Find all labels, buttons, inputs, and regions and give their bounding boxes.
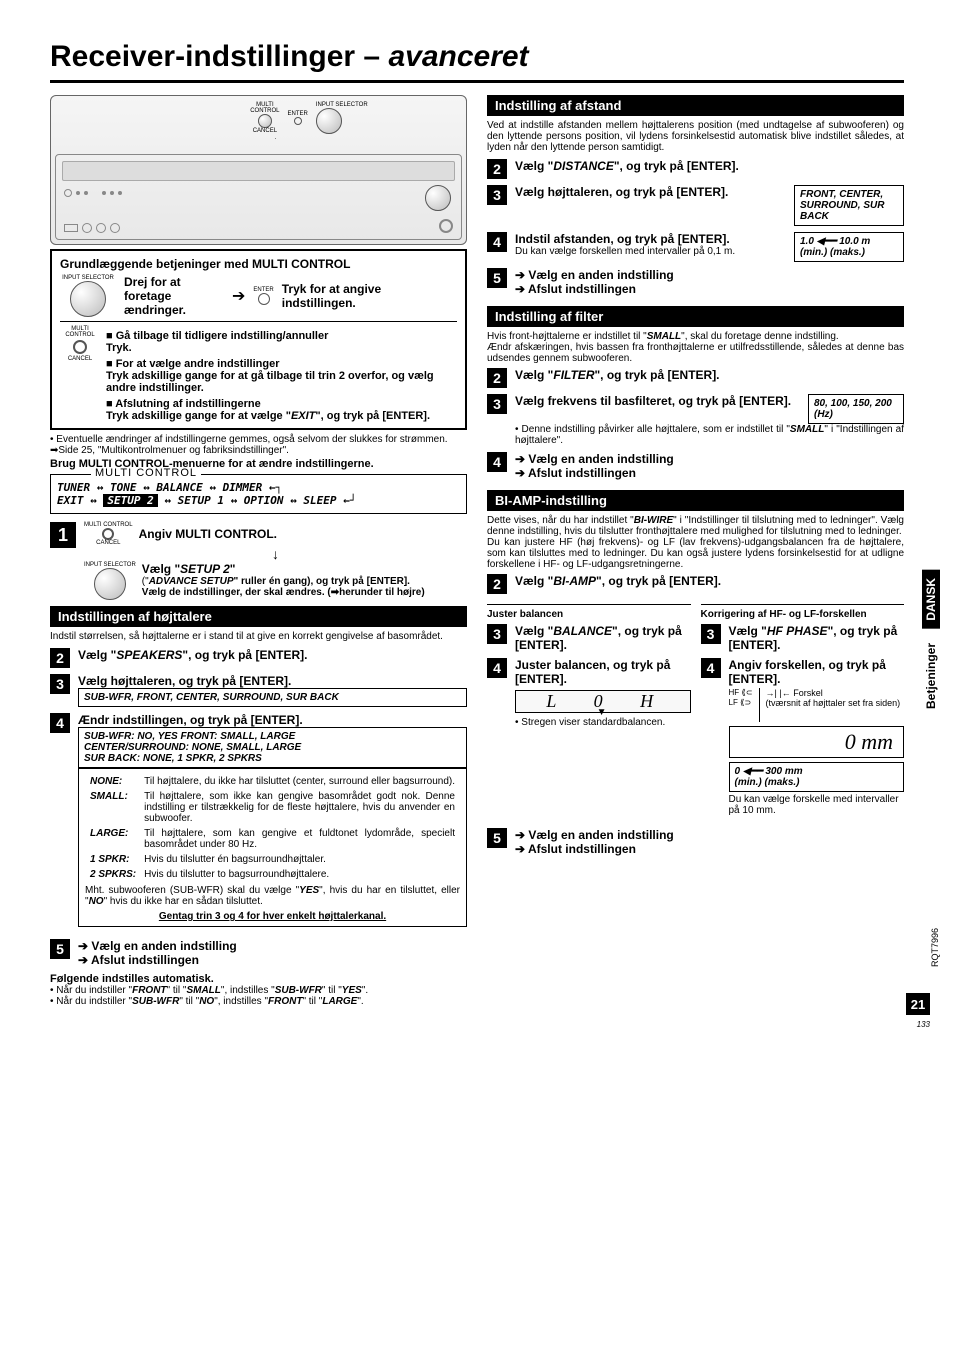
- sp-step5: 5 ➔ Vælg en anden indstilling ➔ Afslut i…: [50, 939, 467, 967]
- label-cancel-2: CANCEL: [60, 356, 100, 362]
- label-enter: ENTER: [253, 287, 273, 293]
- page-title: Receiver-indstillinger – avanceret: [50, 40, 904, 83]
- dist-step4: 4 Indstil afstanden, og tryk på [ENTER].…: [487, 232, 904, 262]
- sp-step3: 3 Vælg højttaleren, og tryk på [ENTER]. …: [50, 674, 467, 707]
- step-1: 1 MULTI CONTROL CANCEL Angiv MULTI CONTR…: [50, 522, 467, 600]
- left-column: MULTICONTROL CANCEL ENTER INPUT SELECTOR: [50, 95, 467, 1007]
- page-number: 21: [906, 993, 930, 1015]
- filter-step4: 4 ➔ Vælg en anden indstilling ➔ Afslut i…: [487, 452, 904, 480]
- biamp-step5: 5 ➔ Vælg en anden indstilling ➔ Afslut i…: [487, 828, 904, 856]
- biamp-phase-col: Korrigering af HF- og LF-forskellen 3 Væ…: [701, 600, 905, 822]
- mm-display: 0 mm: [730, 727, 904, 757]
- press-label: Tryk for at angive indstillingen.: [282, 282, 382, 310]
- filter-header: Indstilling af filter: [487, 306, 904, 327]
- label-input-selector: INPUT SELECTOR: [60, 275, 116, 281]
- page-ref: ➡Side 25, "Multikontrolmenuer og fabriks…: [50, 445, 467, 456]
- right-column: Indstilling af afstand Ved at indstille …: [487, 95, 904, 1007]
- side-tabs: DANSK Betjeninger: [922, 570, 940, 717]
- biamp-intro: Dette vises, når du har indstillet "BI-W…: [487, 515, 904, 570]
- label-multi-control: MULTICONTROL: [250, 102, 279, 114]
- auto-note-1: • Når du indstiller "FRONT" til "SMALL",…: [50, 985, 467, 996]
- sp3-box: SUB-WFR, FRONT, CENTER, SURROUND, SUR BA…: [78, 688, 467, 707]
- dist3-box: FRONT, CENTER, SURROUND, SUR BACK: [794, 185, 904, 226]
- speakers-header: Indstillingen af højttalere: [50, 606, 467, 627]
- biamp-balance-col: Juster balancen 3 Vælg "BALANCE", og try…: [487, 600, 691, 822]
- page-number-small: 133: [917, 1020, 930, 1029]
- mc-row1: TUNER ↔ TONE ↔ BALANCE ↔ DIMMER ←┐: [57, 481, 460, 494]
- tab-betjeninger: Betjeninger: [922, 635, 940, 717]
- tab-dansk: DANSK: [922, 570, 940, 629]
- label-cancel: CANCEL: [250, 128, 279, 134]
- auto-head: Følgende indstilles automatisk.: [50, 973, 467, 985]
- sp4-box: SUB-WFR: NO, YES FRONT: SMALL, LARGE CEN…: [78, 727, 467, 768]
- speakers-intro: Indstil størrelsen, så højttalerne er i …: [50, 631, 467, 642]
- sp-step2: 2 Vælg "SPEAKERS", og tryk på [ENTER].: [50, 648, 467, 668]
- speakers-definitions: NONE:Til højttalere, du ikke har tilslut…: [85, 773, 460, 883]
- basic-header: Grundlæggende betjeninger med MULTI CONT…: [60, 257, 457, 271]
- go-back-head: ■ Gå tilbage til tidligere indstilling/a…: [106, 330, 457, 354]
- repeat-note: Gentag trin 3 og 4 for hver enkelt højtt…: [85, 911, 460, 922]
- doc-code: RQT7996: [930, 928, 940, 967]
- label-multi-cancel: MULTI CONTROL: [60, 326, 100, 338]
- biamp-step2: 2 Vælg "BI-AMP", og tryk på [ENTER].: [487, 574, 904, 594]
- auto-note-2: • Når du indstiller "SUB-WFR" til "NO", …: [50, 996, 467, 1007]
- multi-control-menu: MULTI CONTROL TUNER ↔ TONE ↔ BALANCE ↔ D…: [50, 474, 467, 514]
- mc-label: MULTI CONTROL: [91, 467, 201, 479]
- turn-label: Drej for at foretage ændringer.: [124, 275, 224, 317]
- filter-step2: 2 Vælg "FILTER", og tryk på [ENTER].: [487, 368, 904, 388]
- device-diagram: MULTICONTROL CANCEL ENTER INPUT SELECTOR: [50, 95, 467, 245]
- step1-title: Angiv MULTI CONTROL.: [139, 527, 277, 541]
- filter-intro: Hvis front-højttalerne er indstillet til…: [487, 331, 904, 364]
- dist-step5: 5 ➔ Vælg en anden indstilling ➔ Afslut i…: [487, 268, 904, 296]
- biamp-header: BI-AMP-indstilling: [487, 490, 904, 511]
- save-note: • Eventuelle ændringer af indstillingern…: [50, 434, 467, 445]
- dist-step2: 2 Vælg "DISTANCE", og tryk på [ENTER].: [487, 159, 904, 179]
- basic-operations-box: Grundlæggende betjeninger med MULTI CONT…: [50, 249, 467, 430]
- other-head: ■ For at vælge andre indstillingerTryk a…: [106, 358, 457, 394]
- sp-step4: 4 Ændr indstillingen, og tryk på [ENTER]…: [50, 713, 467, 933]
- filter3-box: 80, 100, 150, 200 (Hz): [808, 394, 904, 424]
- label-enter-top: ENTER: [288, 111, 308, 117]
- label-input-selector-top: INPUT SELECTOR: [316, 102, 368, 108]
- end-head: ■ Afslutning af indstillingerneTryk adsk…: [106, 398, 457, 422]
- dist-header: Indstilling af afstand: [487, 95, 904, 116]
- step1-b3: Vælg de indstillinger, der skal ændres. …: [142, 587, 425, 598]
- dist-intro: Ved at indstille afstanden mellem højtta…: [487, 120, 904, 153]
- dist-step3: 3 Vælg højttaleren, og tryk på [ENTER]. …: [487, 185, 904, 226]
- filter-step3: 3 Vælg frekvens til basfilteret, og tryk…: [487, 394, 904, 446]
